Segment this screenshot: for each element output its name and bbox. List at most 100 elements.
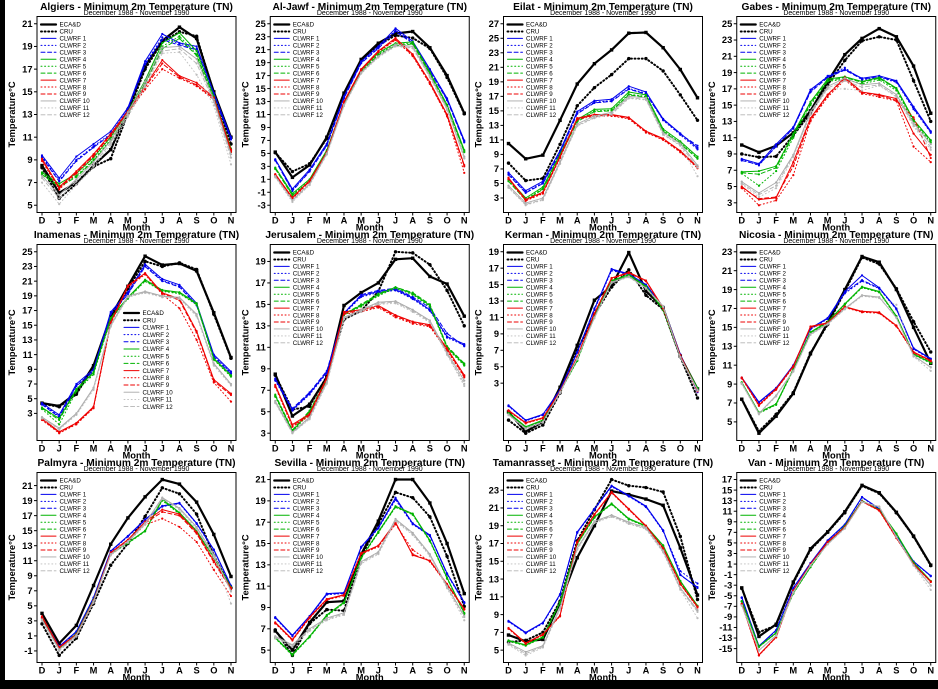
data-point — [541, 198, 544, 201]
data-point — [109, 144, 112, 147]
y-tick-label: 5 — [494, 645, 499, 655]
data-point — [161, 497, 164, 500]
series-line-clwrf-10 — [508, 514, 698, 653]
data-point — [609, 477, 614, 482]
y-tick-label: 1 — [261, 175, 266, 185]
data-point — [109, 133, 112, 137]
data-point — [360, 71, 363, 75]
data-point — [308, 628, 311, 631]
data-point — [662, 305, 665, 308]
legend-entry: CLWRF 10 — [507, 326, 557, 333]
legend-label: CLWRF 5 — [143, 353, 170, 360]
data-point — [593, 316, 596, 319]
x-tick-label: M — [323, 665, 331, 675]
data-point — [411, 553, 414, 556]
y-tick-label: 11 — [722, 506, 732, 516]
x-tick-label: F — [74, 665, 80, 675]
legend-entry: ECA&D — [122, 310, 164, 317]
data-point — [911, 534, 916, 539]
x-tick-label: F — [74, 215, 80, 225]
y-tick-label: 5 — [261, 149, 266, 159]
data-point — [194, 34, 199, 38]
x-tick-label: J — [376, 665, 381, 675]
data-point — [506, 418, 511, 422]
y-tick-label: 7 — [727, 528, 732, 538]
y-tick-label: 3 — [261, 162, 266, 172]
legend-label: CLWRF 5 — [526, 291, 553, 298]
x-tick-label: N — [927, 443, 934, 453]
legend-label: CLWRF 6 — [293, 526, 320, 533]
legend-entry: CLWRF 2 — [740, 271, 787, 278]
data-point — [160, 486, 164, 490]
data-point — [229, 374, 233, 378]
data-point — [696, 164, 699, 167]
series-markers-clwrf-9 — [740, 77, 932, 200]
legend-label: CRU — [526, 485, 539, 492]
data-point — [229, 602, 233, 605]
legend-entry: CLWRF 7 — [507, 77, 553, 84]
y-tick-label: 5 — [261, 407, 266, 417]
data-point — [929, 146, 932, 149]
legend-entry: CLWRF 2 — [40, 499, 87, 506]
series-line-clwrf-12 — [508, 97, 698, 205]
data-point — [627, 117, 630, 120]
data-point — [740, 382, 743, 385]
data-point — [411, 522, 414, 525]
data-point — [57, 191, 61, 195]
data-point — [40, 619, 44, 622]
series-line-clwrf-8 — [41, 68, 232, 190]
legend-entry: CLWRF 6 — [123, 361, 170, 368]
series-line-cru — [740, 484, 932, 634]
chart-title: Gabes - Minimum 2m Temperature (TN) — [742, 2, 931, 13]
chart-panel-al-jawf: Al-Jawf - Minimum 2m Temperature (TN)Dec… — [240, 2, 470, 232]
data-point — [775, 181, 778, 184]
legend-entry: CLWRF 11 — [740, 561, 789, 568]
series-line-clwrf-12 — [741, 295, 932, 415]
series-markers-clwrf-10 — [40, 45, 233, 197]
legend-label: CLWRF 10 — [293, 326, 324, 333]
data-point — [342, 101, 346, 104]
data-point — [506, 633, 511, 637]
data-point — [394, 315, 397, 318]
data-point — [627, 517, 630, 521]
data-point — [178, 513, 181, 516]
legend-entry: ECA&D — [273, 22, 315, 29]
plot-area — [503, 244, 703, 441]
series-markers-eca-d — [40, 477, 233, 646]
legend-entry: CRU — [506, 485, 539, 492]
legend-entry: CLWRF 5 — [40, 519, 87, 526]
legend-entry: CRU — [40, 29, 73, 36]
series-line-clwrf-12 — [41, 291, 232, 430]
data-point — [894, 511, 899, 515]
x-tick-label: M — [591, 443, 599, 453]
series-line-clwrf-10 — [508, 95, 698, 204]
y-tick-label: 19 — [22, 291, 32, 301]
chart-title: Jerusalem - Minimum 2m Temperature (TN) — [265, 230, 474, 241]
data-point — [290, 169, 295, 174]
series-markers-clwrf-9 — [274, 38, 466, 200]
data-point — [860, 255, 864, 260]
data-point — [274, 621, 277, 625]
legend-entry: CLWRF 1 — [40, 492, 87, 499]
data-point — [445, 352, 449, 355]
data-point — [273, 373, 277, 377]
data-point — [860, 36, 864, 41]
data-point — [929, 139, 932, 143]
data-point — [394, 497, 397, 500]
series-line-clwrf-9 — [741, 77, 932, 200]
data-point — [58, 423, 61, 426]
data-point — [58, 203, 61, 206]
data-point — [757, 404, 761, 407]
legend-label: CLWRF 7 — [526, 305, 553, 312]
legend-label: CLWRF 7 — [293, 77, 320, 84]
legend-entry: CLWRF 5 — [740, 63, 787, 70]
data-point — [541, 421, 544, 424]
data-point — [57, 641, 61, 646]
data-point — [507, 404, 510, 407]
data-point — [274, 159, 277, 162]
data-point — [58, 427, 61, 430]
data-point — [911, 320, 916, 324]
